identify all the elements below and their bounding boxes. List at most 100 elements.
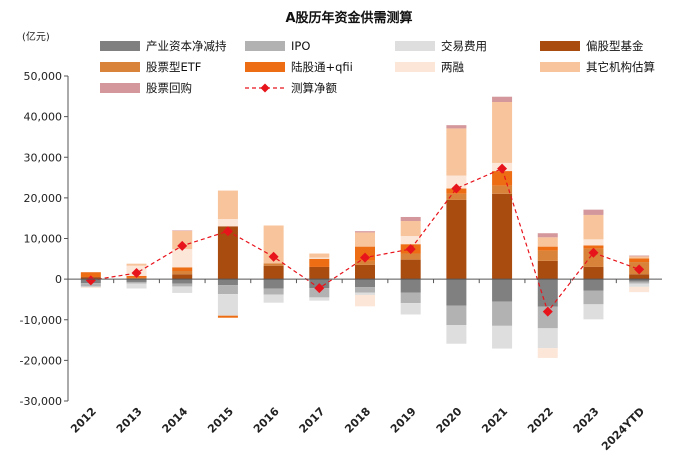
bar-segment (492, 185, 513, 194)
bar-segment (400, 303, 421, 315)
bar-segment (309, 253, 330, 258)
legend-label: 股票回购 (146, 81, 192, 95)
bar-segment (629, 258, 650, 263)
net-point (314, 283, 325, 294)
bar-segment (583, 245, 604, 249)
bar-segment (492, 96, 513, 102)
bar-segment (537, 306, 558, 329)
net-point (177, 240, 188, 251)
legend-label: 交易费用 (441, 39, 487, 53)
bar-segment (309, 297, 330, 301)
bar-segment (217, 190, 238, 219)
bar-segment (355, 294, 375, 307)
bar-segment (629, 279, 650, 282)
legend-swatch (395, 62, 435, 72)
bar-segment (263, 263, 284, 266)
y-tick-label: -20,000 (20, 354, 62, 367)
bar-segment (309, 266, 330, 280)
net-point (405, 244, 416, 255)
bar-segment (537, 260, 558, 280)
legend-swatch (540, 41, 580, 51)
net-point (451, 183, 462, 194)
y-tick-label: 10,000 (24, 233, 63, 246)
legend-swatch (395, 41, 435, 51)
bar-segment (400, 221, 421, 237)
x-tick-label: 2024YTD (599, 405, 647, 453)
bar-segment (172, 267, 193, 271)
bar-segment (172, 286, 193, 293)
net-point (634, 264, 645, 275)
bar-segment (446, 305, 467, 326)
x-tick-label: 2019 (388, 405, 419, 436)
legend-label: 产业资本净减持 (146, 39, 227, 53)
bar-segment (263, 265, 284, 280)
bar-segment (263, 225, 284, 264)
bar-segment (446, 325, 467, 344)
x-tick-label: 2021 (479, 405, 510, 436)
bar-segment (492, 279, 513, 302)
bar-segment (446, 175, 467, 189)
bar-segment (629, 256, 650, 259)
bar-segment (400, 216, 421, 222)
bar-segment (355, 231, 375, 233)
bar-segment (537, 246, 558, 251)
bar-segment (80, 287, 101, 289)
net-point (360, 252, 370, 263)
net-point (222, 226, 233, 237)
bar-segment (355, 264, 375, 280)
legend-swatch (260, 83, 270, 93)
legend-label: 偏股型基金 (586, 39, 644, 53)
bar-segment (263, 279, 284, 289)
bar-segment (446, 125, 467, 129)
bar-segment (80, 286, 101, 288)
net-point (131, 268, 142, 279)
bar-segment (583, 279, 604, 291)
chart-title: A股历年资金供需测算 (285, 10, 412, 26)
y-tick-label: 0 (55, 273, 62, 286)
bar-segment (400, 259, 421, 280)
legend-swatch (245, 41, 285, 51)
bar-segment (583, 239, 604, 246)
bar-segment (172, 230, 193, 231)
bar-segment (355, 292, 375, 295)
bar-segment (400, 236, 421, 245)
bar-segment (263, 288, 284, 295)
bar-segment (537, 328, 558, 349)
x-tick-label: 2015 (205, 405, 236, 436)
bar-segment (583, 209, 604, 215)
legend-swatch (100, 62, 140, 72)
net-point (542, 306, 553, 317)
bar-segment (537, 237, 558, 247)
bar-segment (126, 283, 147, 289)
x-tick-label: 2013 (114, 405, 145, 436)
bar-segment (126, 263, 147, 266)
bar-segment (172, 230, 193, 250)
x-tick-label: 2014 (160, 405, 191, 436)
bar-segment (217, 294, 238, 316)
x-tick-label: 2017 (297, 405, 328, 436)
y-tick-label: 20,000 (24, 192, 63, 205)
bar-segment (492, 102, 513, 163)
bar-segment (629, 281, 650, 284)
bar-segment (355, 232, 375, 247)
bar-segment (172, 283, 193, 287)
bar-segment (629, 255, 650, 257)
y-axis: -30,000 -20,000 -10,000 0 10,000 20,000 30,000… (20, 70, 69, 408)
bar-segment (583, 290, 604, 305)
bar-segment (400, 279, 421, 293)
x-tick-label: 2018 (342, 405, 373, 436)
bar-segment (583, 304, 604, 320)
bar-segment (355, 260, 375, 265)
bar-segment (537, 250, 558, 261)
bar-segment (492, 301, 513, 326)
bar-segment (309, 258, 330, 267)
bar-segment (126, 281, 147, 284)
bar-segment (446, 199, 467, 280)
net-point (497, 163, 508, 174)
y-tick-label: -30,000 (20, 395, 62, 408)
bar-segment (126, 279, 147, 282)
y-tick-label: 40,000 (24, 111, 63, 124)
bar-segment (263, 294, 284, 303)
